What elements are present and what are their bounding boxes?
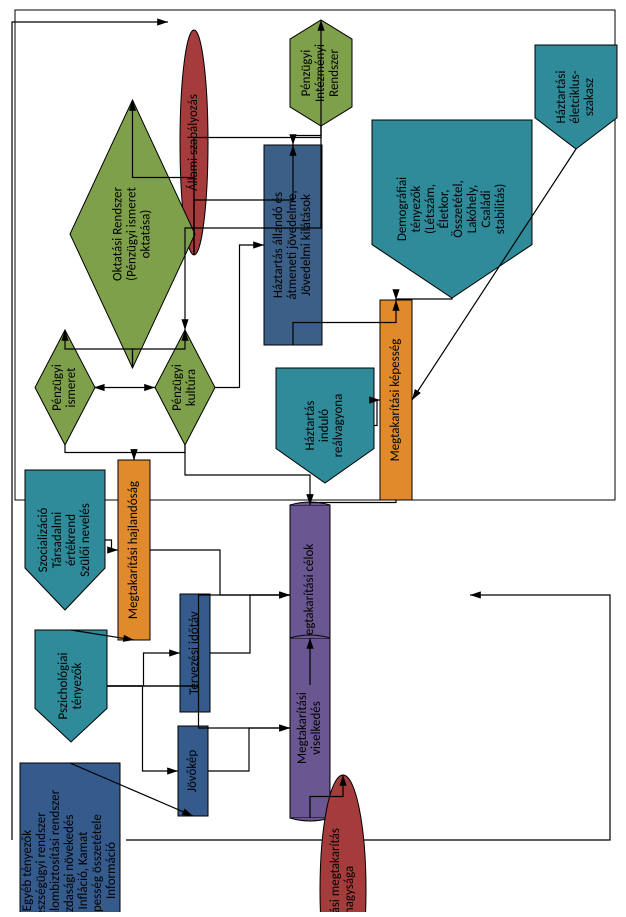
edge-pszichologiai-jovokep (107, 686, 178, 771)
node-penzugyi_intezmeny-line-2: Rendszer (327, 49, 342, 97)
node-demografiai-line-1: tényezők (409, 185, 424, 232)
node-egyeb-line-5: Népesség összetétele (90, 814, 105, 912)
node-haztartas_jov-line-0: Háztartás állandó és (271, 192, 286, 298)
node-demografiai-line-4: Összetétel, (451, 180, 466, 237)
node-haztartas_realvagyona: Háztartásindulóreálvagyona (276, 368, 374, 483)
node-demografiai-line-6: Családi (479, 190, 494, 227)
edge-penzugyi_kultura-megtak_hajlandosag (134, 445, 185, 460)
node-megtak_hajlandosag: Megtakarítási hajlandóság (118, 460, 150, 640)
node-penzugyi_kultura-line-1: kultúra (184, 369, 199, 406)
node-haztartas_realvagyona-line-0: Háztartás (303, 401, 318, 451)
edge-haztartas_realvagyona-megtak_kepesseg (374, 400, 380, 426)
node-demografiai-line-0: Demográfiai (395, 177, 410, 241)
node-pszichologiai: Pszichológiaitényezők (35, 630, 107, 742)
node-szocializacio-line-3: Szülői nevelés (78, 503, 93, 577)
node-demografiai-line-3: Életkor, (437, 189, 452, 228)
node-haztartas_realvagyona-line-1: induló (317, 409, 332, 442)
node-oktatasi-line-1: (Pénzügyi ismeret (125, 187, 140, 281)
node-oktatasi-line-0: Oktatási Rendszer (111, 187, 126, 281)
node-haztartas_jov-line-2: Jövedelmi kilátások (299, 194, 314, 296)
edge-jovokep-megtak_viselkedes (208, 728, 290, 771)
edge-tervezesi-megtak_celok (210, 595, 290, 653)
node-jovokep: Jövőkép (178, 726, 208, 816)
node-egyeb-line-0: Egyéb tényezők (20, 830, 35, 911)
edge-penzugyi_intezmeny-haztartas_jov (293, 126, 321, 145)
node-egyeb-line-1: Egészségügyi rendszer (34, 812, 49, 912)
node-egyeb: Egyéb tényezőkEgészségügyi rendszerTársa… (20, 763, 120, 912)
node-haztartasi_eletciklus-line-0: Háztartási (554, 71, 569, 124)
edge-pszichologiai-tervezesi (107, 653, 180, 686)
node-haztartas_realvagyona-line-2: reálvagyona (331, 394, 346, 458)
edge-megtak_hajlandosag-megtak_celok (150, 550, 290, 595)
node-penzugyi_intezmeny-line-0: Pénzügyi (299, 50, 314, 97)
node-haztartasi_eletciklus-line-2: szakasz (582, 78, 597, 116)
node-egyeb-line-3: Gazdasági növekedés (62, 815, 77, 912)
node-szocializacio-line-2: értékrend (64, 514, 79, 566)
node-szocializacio: SzocializációTársadalmiértékrendSzülői n… (25, 470, 105, 610)
node-tervezesi-line-0: Tervezési időtáv (187, 611, 202, 695)
edge-penzugyi_kultura-haztartas_jov (215, 245, 264, 388)
node-demografiai: Demográfiaitényezők(Létszám,Életkor,Össz… (372, 120, 532, 298)
node-megtak_kepesseg-line-0: Megtakarítási képesség (388, 339, 403, 462)
node-haztartasi_nagysaga-line-0: Háztartási megtakarítás (328, 828, 343, 912)
node-haztartasi_eletciklus: Háztartásiéletciklus-szakasz (535, 45, 617, 149)
node-pszichologiai-line-1: tényezők (70, 662, 85, 709)
node-megtak_viselkedes-line-0: Megtakarítási (295, 692, 310, 764)
edge-penzugyi_ismeret-megtak_hajlandosag (65, 445, 134, 460)
edge-pszichologiai-megtak_viselkedes (107, 686, 290, 728)
node-tervezesi: Tervezési időtáv (180, 594, 210, 712)
node-szocializacio-line-0: Szocializáció (36, 507, 51, 572)
node-egyeb-line-2: Társadalombiztosítási rendszer (48, 789, 63, 912)
node-egyeb-line-6: Információ (104, 842, 119, 899)
node-oktatasi-line-2: oktatása) (139, 210, 154, 259)
node-megtak_celok-line-0: Megtakarítási célok (302, 544, 317, 647)
node-penzugyi_kultura-line-0: Pénzügyi (170, 364, 185, 411)
node-jovokep-line-0: Jövőkép (185, 750, 200, 793)
node-megtak_hajlandosag-line-0: Megtakarítási hajlandóság (126, 481, 141, 619)
node-egyeb-line-4: Infláció, Kamat (76, 831, 91, 910)
edge-szocializacio-megtak_hajlandosag (105, 540, 118, 550)
node-demografiai-line-7: stabilitás) (493, 184, 508, 235)
node-haztartasi_nagysaga-line-1: nagysága (342, 866, 357, 912)
node-penzugyi_ismeret-line-1: ismeret (64, 367, 79, 408)
node-megtak_viselkedes-line-1: viselkedés (309, 701, 324, 755)
node-demografiai-line-2: (Létszám, (423, 184, 438, 234)
node-haztartasi_eletciklus-line-1: életciklus- (568, 70, 583, 123)
node-szocializacio-line-1: Társadalmi (50, 512, 65, 569)
node-penzugyi_ismeret-line-0: Pénzügyi (50, 364, 65, 411)
node-haztartas_jov-line-1: átmeneti jövedelme, (285, 190, 300, 299)
node-megtak_kepesseg: Megtakarítási képesség (380, 300, 412, 500)
node-pszichologiai-line-0: Pszichológiai (56, 653, 71, 720)
node-demografiai-line-5: Lakóhely, (465, 185, 480, 234)
